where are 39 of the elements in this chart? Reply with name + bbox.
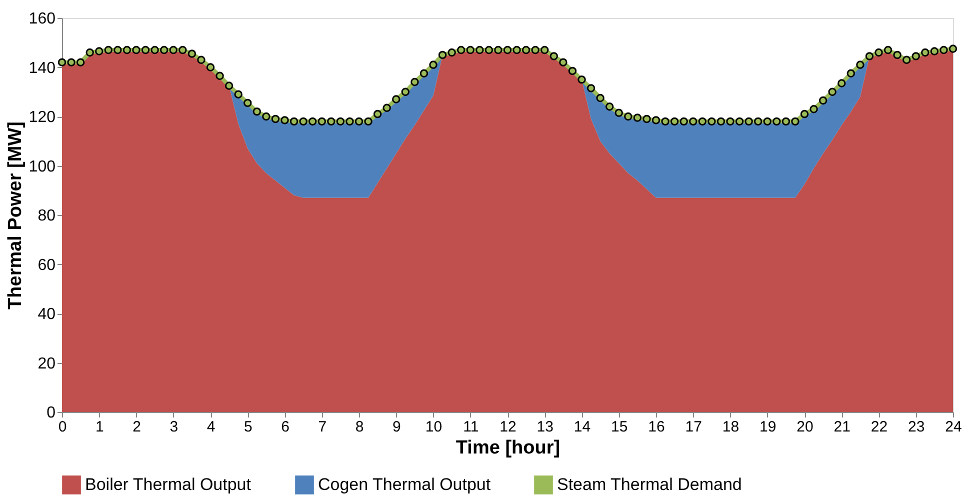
y-tick-label: 100: [28, 158, 56, 176]
y-tick-label: 120: [28, 109, 56, 126]
x-tick-label: 17: [685, 418, 702, 436]
x-tick-label: 6: [281, 418, 290, 436]
legend-label: Cogen Thermal Output: [318, 474, 491, 494]
x-tick-label: 4: [206, 418, 216, 436]
x-tick-label: 20: [796, 418, 814, 436]
y-tick-label: 160: [28, 10, 56, 28]
x-tick-label: 1: [95, 418, 104, 436]
x-tick-label: 9: [392, 418, 401, 436]
x-tick-label: 0: [58, 418, 67, 436]
y-tick-label: 40: [38, 306, 56, 323]
y-tick-label: 60: [38, 256, 56, 274]
x-tick-label: 2: [132, 418, 141, 436]
legend-label: Boiler Thermal Output: [85, 474, 252, 494]
x-tick-label: 24: [945, 418, 962, 436]
x-tick-label: 12: [500, 418, 516, 436]
x-tick-label: 15: [611, 418, 628, 436]
x-tick-label: 11: [463, 418, 479, 436]
x-tick-label: 19: [760, 418, 776, 436]
x-tick-label: 8: [355, 418, 364, 436]
y-axis-title: Thermal Power [MW]: [4, 122, 26, 310]
x-tick-label: 18: [722, 418, 740, 436]
y-tick-label: 140: [28, 60, 56, 77]
x-tick-label: 5: [244, 418, 252, 436]
x-tick-label: 21: [834, 418, 850, 436]
x-tick-label: 7: [318, 418, 327, 436]
x-tick-label: 23: [908, 418, 925, 436]
y-tick-label: 0: [46, 404, 56, 422]
x-tick-label: 22: [870, 418, 888, 436]
y-tick-label: 80: [38, 208, 56, 224]
x-axis-title: Time [hour]: [456, 438, 560, 458]
x-tick-label: 14: [574, 418, 591, 436]
legend-label: Steam Thermal Demand: [557, 474, 742, 494]
y-tick-label: 20: [38, 355, 56, 372]
x-tick-label: 3: [170, 418, 178, 436]
x-tick-label: 13: [536, 418, 554, 436]
x-tick-label: 16: [648, 418, 665, 436]
x-tick-label: 10: [425, 418, 442, 436]
